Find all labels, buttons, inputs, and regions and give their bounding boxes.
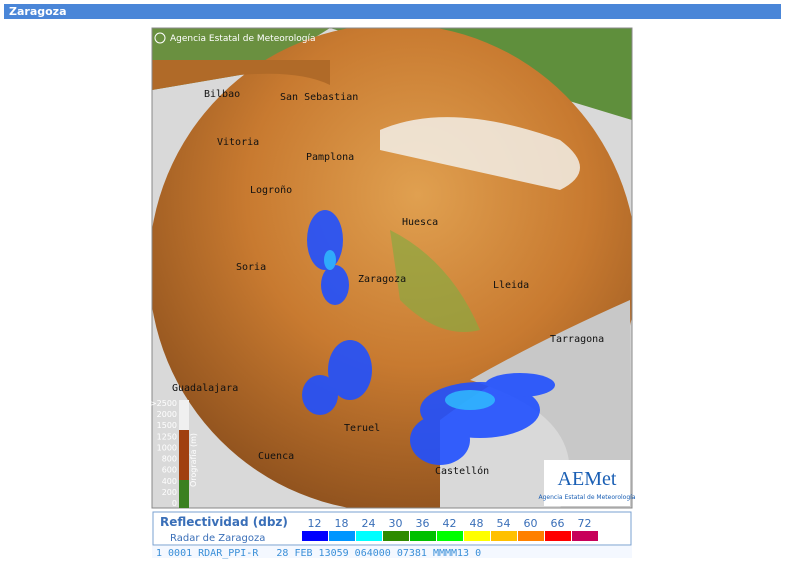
ebro-valley [390, 230, 480, 332]
city-label: Bilbao [204, 89, 240, 100]
elev-label: >2500 [150, 399, 177, 408]
city-label: Vitoria [217, 137, 259, 148]
dbz-label: 60 [524, 517, 538, 530]
dbz-label: 54 [497, 517, 511, 530]
copyright [154, 32, 166, 44]
city-label: Cuenca [258, 451, 294, 462]
dbz-label: 66 [551, 517, 565, 530]
dbz-swatch [464, 531, 490, 541]
dbz-label: 12 [308, 517, 322, 530]
city-label: Zaragoza [358, 274, 406, 285]
dbz-label: 48 [470, 517, 484, 530]
city-label: Tarragona [550, 334, 604, 345]
sea-outer [470, 300, 632, 508]
city-label: Huesca [402, 217, 438, 228]
city-label: Castellón [435, 465, 489, 477]
elev-label: 600 [162, 466, 177, 475]
city-label: Pamplona [306, 152, 354, 163]
map [152, 28, 632, 508]
dbz-swatch [437, 531, 463, 541]
elev-label: 200 [162, 488, 177, 497]
status: 1 0001 RDAR_PPI-R 28 FEB 13059 064000 07… [156, 548, 481, 559]
elev-bar [179, 400, 189, 508]
logo-box [544, 460, 630, 506]
dbz-swatch [383, 531, 409, 541]
city-label: San Sebastian [280, 92, 358, 103]
dbz-swatch [572, 531, 598, 541]
dbz-label: 72 [578, 517, 592, 530]
logo-subtitle: Agencia Estatal de Meteorología [539, 494, 636, 501]
echoes [302, 210, 555, 465]
logo: AEMet [558, 468, 617, 490]
pyrenees [380, 117, 580, 190]
credit: Agencia Estatal de Meteorología [170, 34, 316, 44]
elev-label: 800 [162, 455, 177, 464]
dbz-swatch [491, 531, 517, 541]
coast [152, 60, 330, 90]
dbz-swatch [356, 531, 382, 541]
elev-label: 0 [172, 499, 177, 508]
legend-subtitle: Radar de Zaragoza [170, 533, 265, 544]
dbz-swatch [518, 531, 544, 541]
elev-bar-top [179, 400, 189, 430]
elev-title: Orografía (m) [189, 433, 198, 487]
dbz-label: 24 [362, 517, 376, 530]
elev-label: 1000 [157, 443, 177, 452]
elev-label: 2000 [157, 410, 177, 419]
dbz-swatch [545, 531, 571, 541]
dbz-label: 36 [416, 517, 430, 530]
dbz-swatch [302, 531, 328, 541]
city-label: Lleida [493, 280, 529, 291]
dbz-swatch [329, 531, 355, 541]
map-frame [151, 27, 633, 509]
city-label: Logroño [250, 185, 292, 196]
status-strip [152, 546, 632, 558]
dbz-label: 42 [443, 517, 457, 530]
header-bar: Zaragoza [4, 4, 781, 19]
dbz-swatch [410, 531, 436, 541]
dbz-label: 30 [389, 517, 403, 530]
city-label: Teruel [344, 423, 380, 434]
city-label: Soria [236, 262, 266, 273]
elev-label: 1500 [157, 421, 177, 430]
dbz-label: 18 [335, 517, 349, 530]
city-label: Guadalajara [172, 383, 238, 394]
elev-label: 1250 [157, 432, 177, 441]
legend-title: Reflectividad (dbz) [160, 515, 288, 529]
elev-label: 400 [162, 477, 177, 486]
elev-bar-low [179, 480, 189, 508]
